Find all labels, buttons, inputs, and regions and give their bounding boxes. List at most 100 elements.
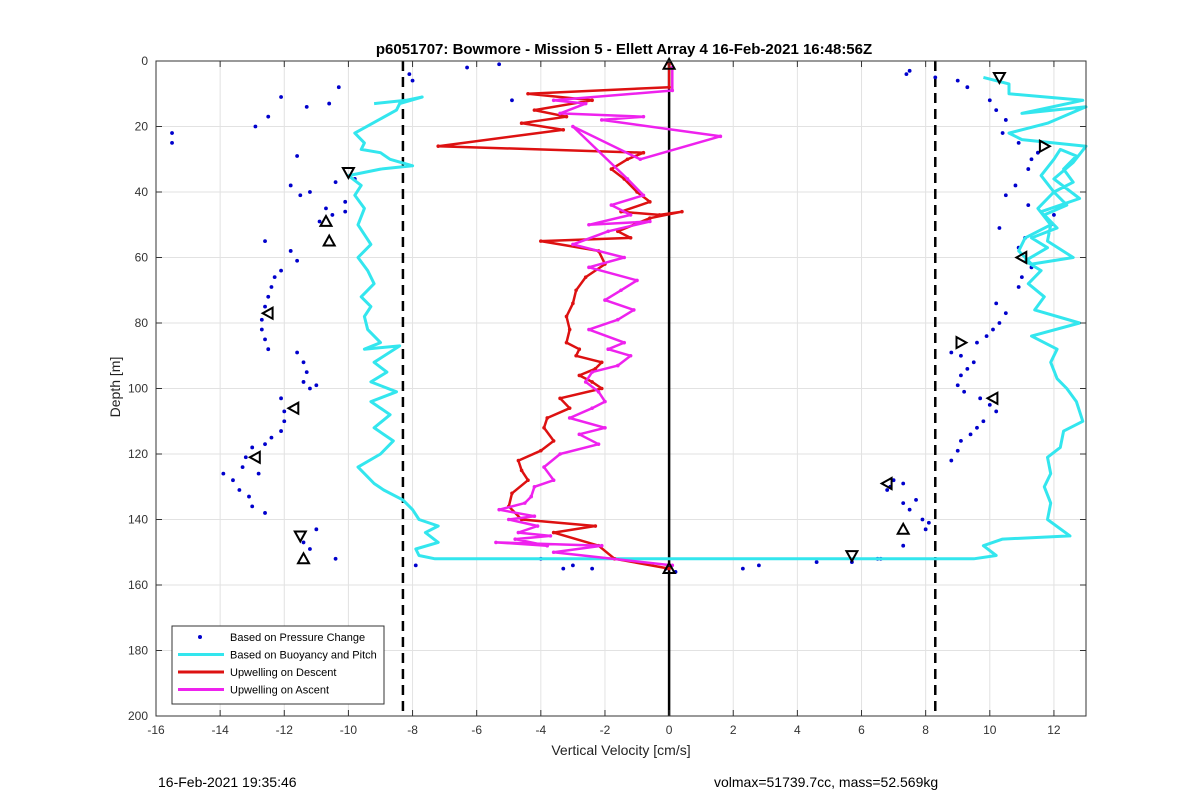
pressure-change-point [1016, 140, 1021, 145]
upwelling-on-descent-point [599, 386, 604, 391]
upwelling-on-ascent-point [583, 380, 588, 384]
pressure-change-point [301, 540, 306, 545]
pressure-change-point [279, 429, 283, 433]
upwelling-on-ascent-point [596, 442, 601, 446]
pressure-change-point [266, 294, 271, 299]
pressure-change-point [266, 347, 271, 352]
pressure-change-point [901, 543, 906, 548]
x-tick-label: -2 [600, 723, 611, 737]
pressure-change-point [949, 350, 954, 355]
pressure-change-point [253, 124, 258, 129]
pressure-change-point [263, 239, 267, 244]
pressure-change-point [904, 72, 909, 76]
pressure-change-point [301, 380, 306, 384]
upwelling-on-descent-point [571, 301, 575, 306]
pressure-change-point [266, 114, 271, 119]
upwelling-on-descent-point [519, 468, 524, 473]
pressure-change-point [240, 465, 245, 469]
pressure-change-point [965, 85, 970, 90]
y-tick-label: 20 [135, 120, 149, 134]
pressure-change-point [250, 504, 255, 509]
legend: Based on Pressure Change Based on Buoyanc… [171, 625, 385, 705]
triangle-marker [322, 233, 337, 247]
upwelling-on-descent-point [551, 530, 556, 535]
legend-swatch [198, 635, 202, 639]
upwelling-on-ascent-point [635, 278, 639, 283]
upwelling-on-ascent-point [599, 543, 604, 548]
pressure-change-point [971, 360, 976, 365]
triangle-marker [296, 551, 311, 565]
y-tick-label: 140 [128, 513, 148, 527]
pressure-change-point [997, 226, 1002, 230]
y-tick-label: 180 [128, 644, 148, 658]
upwelling-on-descent-point [599, 360, 604, 365]
upwelling-on-descent-point [539, 448, 543, 453]
upwelling-on-descent-point [574, 353, 578, 358]
upwelling-on-ascent-point [670, 88, 675, 93]
x-tick-label: -4 [535, 723, 546, 737]
pressure-change-point [314, 383, 319, 388]
triangle-marker [661, 561, 677, 574]
pressure-change-point [231, 478, 235, 483]
upwelling-on-ascent-point [641, 114, 646, 119]
reference-lines [401, 61, 937, 716]
pressure-change-point [959, 439, 963, 443]
x-tick-label: -12 [276, 723, 294, 737]
footer-vehicle-info: volmax=51739.7cc, mass=52.569kg [714, 774, 939, 790]
triangle-marker [260, 306, 274, 321]
pressure-change-point [279, 268, 283, 273]
x-tick-label: 4 [794, 723, 801, 737]
upwelling-on-ascent-point [545, 543, 550, 548]
upwelling-on-ascent-point [638, 157, 643, 162]
upwelling-on-ascent-point [628, 213, 633, 217]
y-tick-label: 40 [135, 185, 149, 199]
upwelling-on-ascent-point [718, 134, 723, 139]
upwelling-on-ascent-point [577, 432, 582, 437]
pressure-change-point [269, 285, 274, 289]
pressure-change-point [314, 527, 319, 532]
pressure-change-point [981, 419, 986, 424]
triangle-marker [844, 550, 860, 564]
pressure-change-point [984, 334, 989, 338]
upwelling-on-ascent-point [516, 530, 521, 535]
upwelling-on-ascent-point [622, 340, 627, 345]
upwelling-on-descent-point [539, 239, 543, 243]
upwelling-on-descent-point [648, 200, 652, 204]
pressure-change-point [282, 409, 287, 414]
pressure-change-point [308, 547, 312, 551]
upwelling-on-descent-point [657, 213, 662, 217]
pressure-change-point [317, 219, 322, 224]
pressure-change-point [994, 409, 999, 414]
upwelling-on-ascent-point [648, 219, 652, 224]
triangle-marker [247, 450, 261, 465]
pressure-change-point [170, 131, 174, 135]
upwelling-on-ascent-point [619, 288, 623, 293]
pressure-change-point [510, 98, 514, 103]
pressure-change-point [327, 101, 332, 106]
pressure-change-point [923, 527, 928, 532]
pressure-change-point [288, 249, 293, 253]
pressure-change-point [1026, 203, 1031, 208]
pressure-change-point [570, 563, 575, 568]
pressure-change-point [263, 442, 267, 447]
upwelling-on-descent-point [526, 478, 530, 483]
y-tick-label: 120 [128, 447, 148, 461]
pressure-change-point [926, 520, 931, 525]
upwelling-on-ascent-point [571, 242, 575, 247]
upwelling-on-descent-point [609, 167, 614, 171]
upwelling-on-descent-point [567, 327, 572, 332]
y-tick-label: 100 [128, 382, 148, 396]
upwelling-on-ascent-point [622, 255, 627, 260]
pressure-change-point [343, 199, 348, 204]
upwelling-on-ascent-point [558, 452, 562, 456]
legend-entry-upwelling-on-descent: Upwelling on Descent [178, 667, 336, 679]
series-upwelling-on-ascent [494, 65, 723, 568]
x-tick-label: -6 [471, 723, 482, 737]
pressure-change-point [901, 501, 906, 506]
based-on-buoyancy-and-pitch-line [346, 75, 1088, 561]
legend-label: Upwelling on Descent [230, 667, 336, 679]
pressure-change-point [1035, 150, 1040, 155]
pressure-change-point [975, 340, 979, 345]
pressure-change-point [1016, 285, 1021, 289]
upwelling-on-ascent-point [535, 524, 540, 528]
